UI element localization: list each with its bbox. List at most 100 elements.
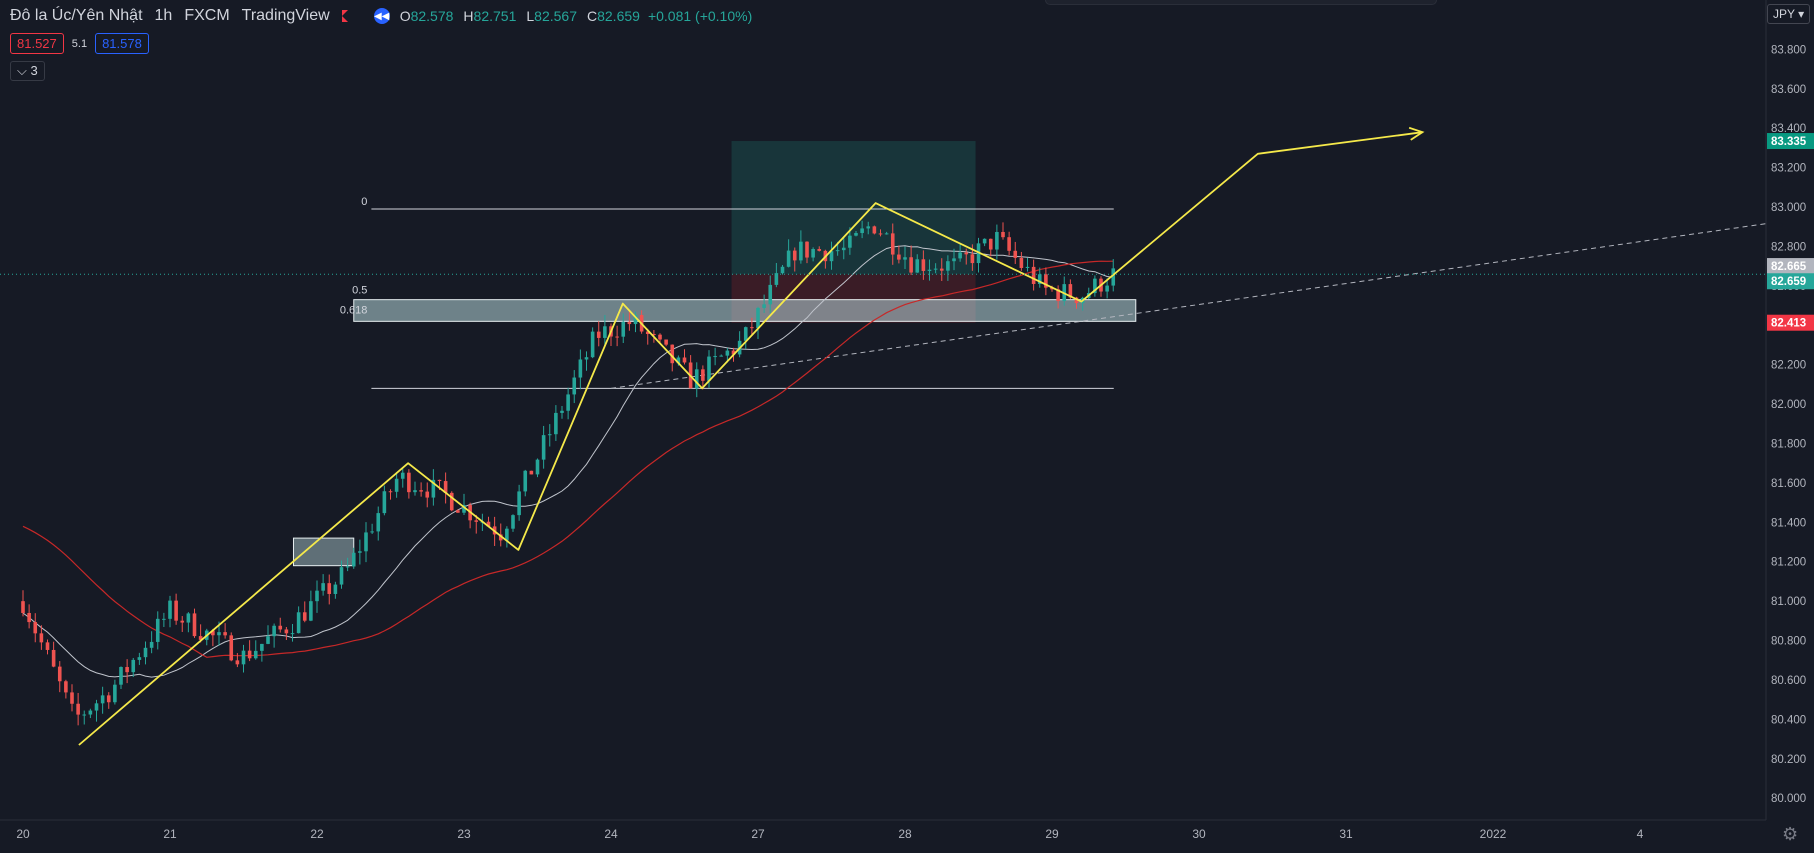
symbol-name[interactable]: Đô la Úc/Yên Nhật [10, 7, 143, 24]
candle-body [437, 479, 442, 482]
candle-body [333, 584, 338, 594]
candle-body [939, 268, 944, 271]
candle-body [750, 327, 754, 329]
price-tick-label: 82.800 [1771, 241, 1806, 253]
support-zone-rect[interactable] [292, 537, 355, 567]
candle-body [829, 251, 834, 262]
arrowhead-icon [1408, 126, 1425, 141]
candle-body [235, 660, 240, 665]
fib-zone-rect[interactable] [353, 299, 1137, 322]
candle-body [927, 269, 932, 271]
candle-body [266, 636, 270, 644]
candle-body [119, 667, 123, 685]
candle-body [27, 612, 31, 623]
flag-icon[interactable] [341, 10, 348, 22]
candle-body [633, 314, 638, 325]
time-tick-label: 31 [1339, 827, 1353, 841]
candle-body [180, 620, 185, 623]
trend-line[interactable] [610, 207, 1814, 389]
candle-body [921, 259, 926, 271]
candle-body [995, 231, 999, 250]
candle-body [535, 459, 540, 475]
position-target-zone[interactable] [731, 141, 976, 275]
candle-body [566, 394, 570, 411]
source-label: TradingView [241, 7, 330, 24]
fib-level-label: 0.618 [340, 304, 368, 316]
drawing-layer[interactable]: 0 0.5 0.618 [292, 141, 1814, 567]
candle-body [792, 250, 797, 261]
price-tag [1767, 133, 1814, 150]
candle-body [162, 618, 166, 620]
candle-body [866, 226, 871, 229]
candle-body [1068, 284, 1073, 298]
price-tick-label: 81.200 [1771, 557, 1806, 569]
interval-label[interactable]: 1h [154, 7, 173, 24]
candle-body [713, 356, 717, 358]
candle-body [388, 491, 393, 493]
bid-ask-panel: 81.527 5.1 81.578 [10, 33, 149, 54]
close-label: C [586, 8, 598, 24]
price-tick-label: 81.000 [1771, 596, 1806, 608]
candle-body [645, 331, 650, 335]
candle-body [841, 247, 846, 251]
price-tick-label: 80.800 [1771, 636, 1806, 648]
gear-icon[interactable]: ⚙ [1782, 824, 1799, 844]
candle-body [872, 226, 877, 234]
ma-slow-line [22, 260, 1114, 658]
candle-body [884, 233, 889, 235]
candle-body [443, 481, 448, 493]
candle-body [786, 250, 791, 267]
candle-body [701, 369, 705, 381]
price-tick-label: 80.200 [1771, 754, 1806, 766]
candle-body [554, 412, 558, 435]
pattern-drawing[interactable] [78, 126, 1425, 746]
indicators-toggle[interactable]: ⌵ 3 [10, 61, 45, 81]
candle-body [658, 334, 662, 340]
candle-body [290, 633, 295, 635]
price-tick-label: 80.600 [1771, 675, 1806, 687]
bid-button[interactable]: 81.527 [10, 33, 64, 54]
candle-body [302, 612, 307, 621]
candle-body [1105, 285, 1109, 292]
candle-body [94, 703, 99, 711]
candle-body [860, 228, 864, 234]
candle-body [358, 551, 362, 553]
candle-body [131, 659, 136, 673]
moving-averages [22, 245, 1114, 678]
candle-body [223, 632, 227, 636]
indicators-count: 3 [30, 63, 38, 78]
time-tick-label: 24 [604, 827, 618, 841]
time-tick-label: 29 [1045, 827, 1059, 841]
candle-body [21, 601, 25, 613]
zigzag-pattern[interactable] [78, 131, 1423, 746]
chevron-down-icon: ⌵ [17, 63, 27, 78]
toolbar-handle[interactable] [1045, 0, 1437, 5]
price-tick-label: 82.000 [1771, 399, 1806, 411]
candle-body [762, 304, 766, 308]
candle-body [345, 566, 350, 568]
candle-body [45, 642, 50, 650]
candle-body [370, 531, 374, 533]
candle-body [946, 261, 950, 271]
currency-selector[interactable]: JPY ▾ [1767, 4, 1811, 24]
price-tag-label: 83.335 [1771, 136, 1807, 148]
candle-body [425, 491, 430, 498]
price-tick-label: 83.000 [1771, 202, 1806, 214]
back-arrow-icon[interactable]: ◀◀ [373, 8, 390, 24]
currency-label: JPY [1773, 7, 1795, 21]
candle-body [676, 357, 681, 364]
candle-body [878, 233, 883, 235]
candle-body [670, 344, 675, 364]
candle-body [229, 635, 234, 661]
candle-body [498, 534, 503, 541]
price-tag-label: 82.659 [1771, 276, 1806, 288]
fib-level-label: 0.5 [352, 285, 367, 297]
ask-button[interactable]: 81.578 [95, 33, 149, 54]
price-tick-label: 83.200 [1771, 163, 1806, 175]
candle-body [1093, 278, 1097, 294]
candle-body [382, 491, 387, 514]
candle-body [952, 258, 956, 262]
time-tick-label: 22 [310, 827, 324, 841]
